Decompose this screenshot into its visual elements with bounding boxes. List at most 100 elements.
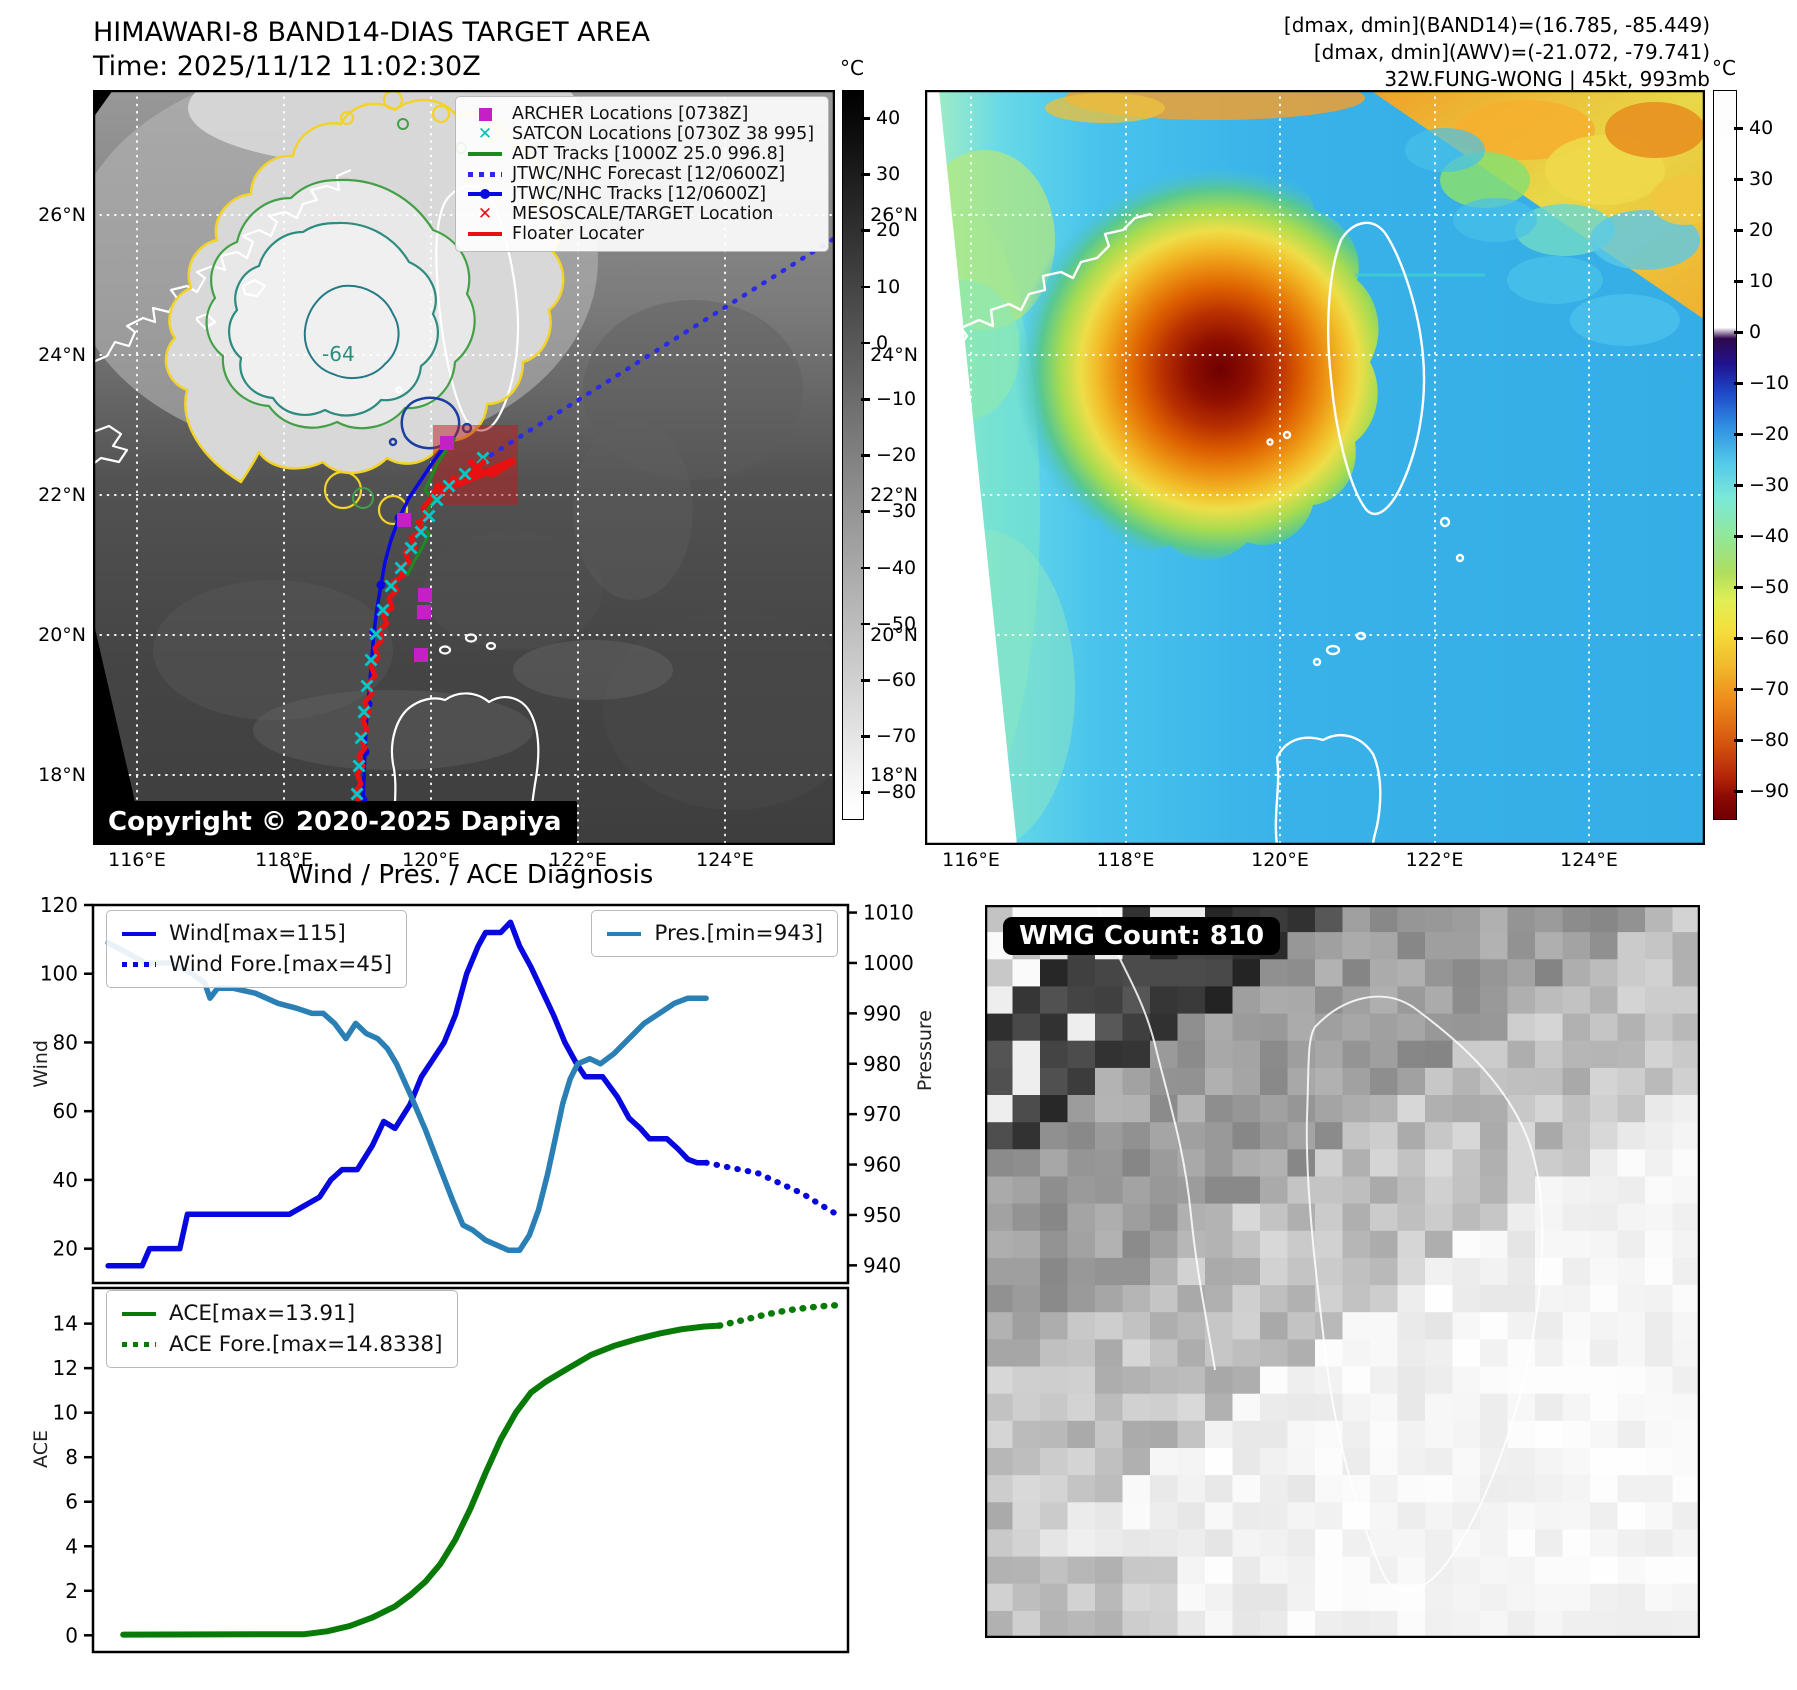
y2-axis-tick: 950 (863, 1203, 901, 1227)
wind-axis-label: Wind (30, 1040, 52, 1088)
y-axis-tick: 0 (65, 1623, 78, 1647)
lat-tick: 26°N (38, 204, 86, 226)
dotted-line-icon (117, 962, 161, 967)
colorbar-tick-mark (861, 622, 870, 626)
jtwc-forecast-track (488, 235, 835, 458)
grid-lines (93, 90, 835, 845)
band14-colorbar-unit: °C (840, 56, 864, 80)
cold-cloud-blob (1005, 138, 1379, 560)
awv-map (925, 90, 1705, 845)
legend-label: JTWC/NHC Forecast [12/0600Z] (512, 164, 786, 184)
colorbar-tick-mark (1734, 280, 1743, 283)
y-axis-tick: 6 (65, 1490, 78, 1514)
colorbar-tick-mark (861, 566, 870, 570)
colorbar-tick-mark (861, 735, 870, 738)
legend-label: Pres.[min=943] (654, 921, 823, 946)
map-border (925, 90, 1705, 845)
coastlines (925, 212, 1465, 845)
y-axis-tick: 60 (53, 1099, 78, 1123)
y2-axis-tick: 940 (863, 1253, 901, 1277)
diagnosis-title: Wind / Pres. / ACE Diagnosis (287, 860, 654, 890)
colorbar-tick: 0 (1749, 321, 1762, 343)
legend-item: ACE[max=13.91] (117, 1298, 443, 1329)
colorbar-tick: −10 (1749, 372, 1790, 394)
y-axis-tick: 12 (53, 1356, 78, 1380)
wind-forecast-line (703, 1159, 840, 1218)
legend-item: ARCHER Locations [0738Z] (466, 104, 814, 124)
legend-label: ARCHER Locations [0738Z] (512, 104, 749, 124)
y-axis-tick: 8 (65, 1445, 78, 1469)
colorbar-tick: 30 (876, 163, 901, 186)
awv-header: [dmax, dmin](BAND14)=(16.785, -85.449) [… (1000, 12, 1710, 93)
wmg-coastlines (1096, 905, 1544, 1592)
lat-tick: 22°N (38, 484, 86, 506)
lon-tick: 124°E (1560, 849, 1618, 871)
wind-line (105, 919, 709, 1269)
legend-item: Pres.[min=943] (602, 918, 823, 949)
lon-tick: 118°E (1096, 849, 1155, 871)
y-axis-tick: 80 (53, 1030, 78, 1054)
lat-tick: 18°N (870, 764, 918, 786)
lon-tick: 120°E (1251, 849, 1309, 871)
colorbar-tick-mark (1734, 382, 1743, 385)
legend-label: ADT Tracks [1000Z 25.0 996.8] (512, 144, 785, 164)
colorbar-tick: −30 (1749, 474, 1790, 496)
colorbar-tick-mark (1734, 790, 1743, 793)
legend-item: ACE Fore.[max=14.8338] (117, 1329, 443, 1360)
colorbar-tick: −50 (1749, 576, 1790, 598)
lon-tick: 116°E (108, 849, 166, 871)
taiwan-coast (1327, 221, 1426, 515)
lon-tick: 118°E (255, 849, 313, 871)
lon-tick: 120°E (402, 849, 460, 871)
colorbar-tick: 10 (1749, 270, 1774, 292)
swath-edge (93, 620, 145, 845)
colorbar-tick-mark (1734, 229, 1743, 232)
x-marker-icon: ✕ (477, 123, 493, 144)
colorbar-tick-mark (861, 454, 870, 457)
line-marker-icon (466, 232, 504, 236)
band14-title: HIMAWARI-8 BAND14-DIAS TARGET AREA (93, 17, 650, 48)
legend-item: ✕ SATCON Locations [0730Z 38 995] (466, 124, 814, 144)
ace-axis-label: ACE (30, 1430, 52, 1468)
target-x-marker (467, 458, 487, 478)
line-marker-icon (466, 152, 504, 156)
colorbar-tick: −40 (876, 556, 917, 579)
map-legend: ARCHER Locations [0738Z] ✕ SATCON Location… (455, 96, 830, 252)
taiwan-coast (1305, 995, 1544, 1592)
colorbar-tick: −20 (1749, 423, 1790, 445)
y-axis-tick: 2 (65, 1579, 78, 1603)
dotted-line-icon (117, 1342, 161, 1347)
legend-label: MESOSCALE/TARGET Location (512, 204, 774, 224)
awv-colorbar (1713, 90, 1737, 820)
square-marker-icon (466, 108, 504, 121)
colorbar-tick-mark (1734, 331, 1743, 334)
ace-forecast-line (716, 1301, 848, 1329)
lon-tick: 124°E (696, 849, 754, 871)
colorbar-tick: 0 (876, 331, 889, 354)
colorbar-tick-mark (1734, 127, 1743, 130)
y-axis-tick: 20 (53, 1237, 78, 1261)
legend-label: JTWC/NHC Tracks [12/0600Z] (512, 184, 767, 204)
y-axis-tick: 100 (40, 962, 78, 986)
colorbar-tick: −30 (876, 500, 917, 523)
colorbar-tick: −50 (876, 612, 917, 635)
ace-chart: 0 2 4 6 8 10 12 14 (53, 1286, 850, 1654)
colorbar-tick-mark (861, 398, 870, 401)
colorbar-tick-mark (861, 679, 870, 682)
lat-tick: 24°N (870, 344, 918, 366)
y-axis-tick: 10 (53, 1401, 78, 1425)
legend-item: JTWC/NHC Tracks [12/0600Z] (466, 184, 814, 204)
ace-legend: ACE[max=13.91] ACE Fore.[max=14.8338] (106, 1290, 458, 1368)
luzon-coast (390, 692, 540, 845)
colorbar-tick-mark (861, 510, 870, 513)
lat-tick: 20°N (870, 624, 918, 646)
colorbar-tick: −70 (1749, 678, 1790, 700)
colorbar-tick: −70 (876, 725, 917, 748)
ace-line (120, 1322, 723, 1638)
pressure-line (105, 940, 709, 1253)
legend-label: Wind[max=115] (169, 921, 346, 946)
legend-item: ✕ MESOSCALE/TARGET Location (466, 204, 814, 224)
lat-tick: 22°N (870, 484, 918, 506)
y2-axis-tick: 1000 (863, 951, 914, 975)
colorbar-tick-mark (861, 229, 870, 232)
